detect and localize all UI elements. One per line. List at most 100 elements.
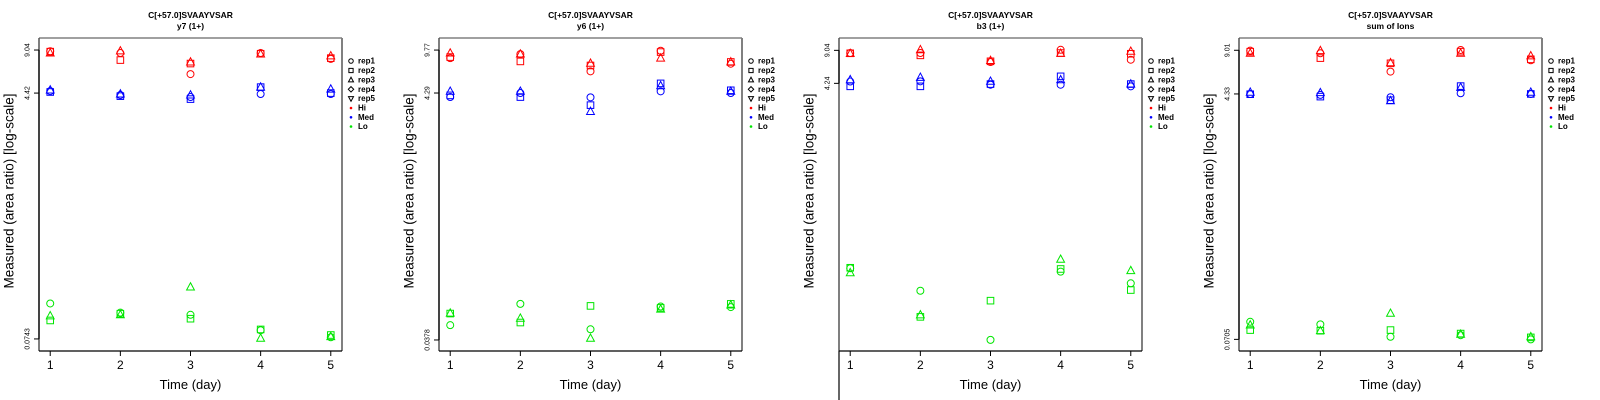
legend-dot-icon — [349, 106, 353, 110]
point-lo-rep3-day2 — [1315, 325, 1326, 335]
point-hi-rep3-day3 — [1385, 57, 1396, 67]
point-med-rep3-day4 — [1055, 74, 1066, 84]
x-axis-label: Time (day) — [1360, 377, 1422, 392]
legend-dot-icon — [749, 106, 753, 110]
point-hi-rep3-day3 — [585, 57, 596, 67]
point-lo-rep1-day3 — [986, 335, 995, 344]
point-lo-rep1-day3 — [586, 325, 595, 334]
y-tick-label: 9.01 — [1225, 43, 1232, 57]
legend-triangle-up-icon — [1547, 76, 1555, 83]
legend-item-rep3: rep3 — [747, 76, 775, 85]
point-med-rep1-day4 — [656, 87, 665, 96]
point-lo-rep2-day1 — [446, 309, 455, 318]
data-points — [45, 45, 336, 342]
point-hi-rep2-day1 — [446, 53, 455, 61]
legend-item-rep5: rep5 — [1147, 94, 1175, 103]
legend-label: rep1 — [1158, 57, 1175, 66]
point-med-rep3-day3 — [985, 75, 996, 85]
point-med-rep2-day2 — [916, 82, 925, 91]
point-hi-rep3-day4 — [1055, 48, 1066, 57]
legend-label: Med — [358, 113, 374, 122]
point-lo-rep3-day1 — [45, 310, 55, 320]
legend-label: Hi — [358, 104, 366, 113]
point-hi-rep2-day3 — [1386, 59, 1395, 68]
legend-item-hi: Hi — [1149, 104, 1166, 113]
y-tick-label: 0.0743 — [25, 328, 32, 350]
legend-diamond-icon — [347, 85, 355, 93]
legend-dot-icon — [1549, 116, 1553, 119]
legend-label: Hi — [758, 104, 766, 113]
point-lo-rep3-day4 — [1055, 253, 1066, 263]
legend-item-hi: Hi — [749, 104, 766, 113]
point-med-rep1-day2 — [916, 77, 925, 86]
legend-label: rep2 — [358, 66, 375, 75]
legend-item-rep5: rep5 — [347, 94, 375, 103]
point-lo-rep3-day5 — [1526, 331, 1536, 341]
legend-item-med: Med — [749, 113, 774, 122]
legend-label: Med — [1558, 113, 1574, 122]
legend-triangle-down-icon — [1547, 96, 1555, 103]
point-hi-rep3-day1 — [445, 47, 455, 57]
point-med-rep3-day5 — [726, 85, 736, 95]
legend-item-rep4: rep4 — [747, 85, 775, 94]
point-lo-rep2-day5 — [1526, 333, 1535, 342]
point-lo-rep1-day1 — [446, 321, 455, 330]
legend-label: Hi — [1558, 104, 1566, 113]
legend-label: rep4 — [1158, 85, 1175, 94]
legend-label: rep1 — [1558, 57, 1575, 66]
legend-triangle-down-icon — [747, 96, 755, 103]
x-axis-label: Time (day) — [560, 377, 622, 392]
point-lo-rep3-day5 — [726, 299, 736, 309]
point-med-rep2-day4 — [1056, 72, 1065, 81]
legend-dot-icon — [749, 116, 753, 119]
y-axis-label: Measured (area ratio) [log-scale] — [802, 93, 817, 288]
x-tick-label: 1 — [47, 358, 54, 372]
point-hi-rep3-day2 — [115, 45, 126, 55]
legend-item-med: Med — [1549, 113, 1574, 122]
legend-item-med: Med — [1149, 113, 1174, 122]
chart-title: C[+57.0]SVAAYVSAR — [1348, 10, 1433, 20]
x-tick-label: 1 — [847, 358, 854, 372]
legend-item-rep1: rep1 — [1548, 57, 1575, 66]
x-axis-label: Time (day) — [960, 377, 1022, 392]
legend-label: rep3 — [1158, 76, 1175, 85]
point-hi-rep1-day3 — [1386, 67, 1395, 76]
x-tick-label: 2 — [517, 358, 524, 372]
point-hi-rep3-day5 — [726, 56, 736, 66]
x-tick-label: 1 — [1247, 358, 1254, 372]
legend-item-hi: Hi — [1549, 104, 1566, 113]
point-med-rep3-day5 — [1126, 78, 1136, 88]
legend-dot-icon — [1149, 125, 1153, 128]
legend-item-rep4: rep4 — [347, 85, 375, 94]
point-hi-rep1-day3 — [186, 70, 195, 79]
y-tick-label: 0.0705 — [1225, 329, 1232, 351]
chart-title: C[+57.0]SVAAYVSAR — [948, 10, 1033, 20]
point-hi-rep3-day1 — [1245, 47, 1255, 57]
legend-item-rep3: rep3 — [347, 76, 375, 85]
y-tick-label: 0.0378 — [425, 329, 432, 351]
legend-item-rep3: rep3 — [1547, 76, 1575, 85]
point-hi-rep3-day5 — [326, 50, 336, 60]
point-lo-rep2-day3 — [986, 296, 995, 305]
legend-dot-icon — [1549, 125, 1553, 128]
legend-dot-icon — [1149, 116, 1153, 119]
legend-circle-icon — [1148, 58, 1154, 64]
legend-square-icon — [1148, 67, 1154, 74]
legend-label: rep2 — [1158, 66, 1175, 75]
point-med-rep3-day1 — [45, 84, 55, 94]
y-tick-label: 9.77 — [425, 43, 432, 57]
legend-item-rep2: rep2 — [748, 66, 775, 75]
legend-diamond-icon — [1147, 85, 1155, 93]
point-hi-rep1-day3 — [586, 67, 595, 76]
legend-item-rep1: rep1 — [348, 57, 375, 66]
legend-item-med: Med — [349, 113, 374, 122]
point-hi-rep3-day3 — [985, 55, 996, 65]
chart-subtitle: y7 (1+) — [177, 21, 204, 31]
point-hi-rep3-day2 — [515, 48, 526, 58]
x-tick-label: 4 — [257, 358, 264, 372]
